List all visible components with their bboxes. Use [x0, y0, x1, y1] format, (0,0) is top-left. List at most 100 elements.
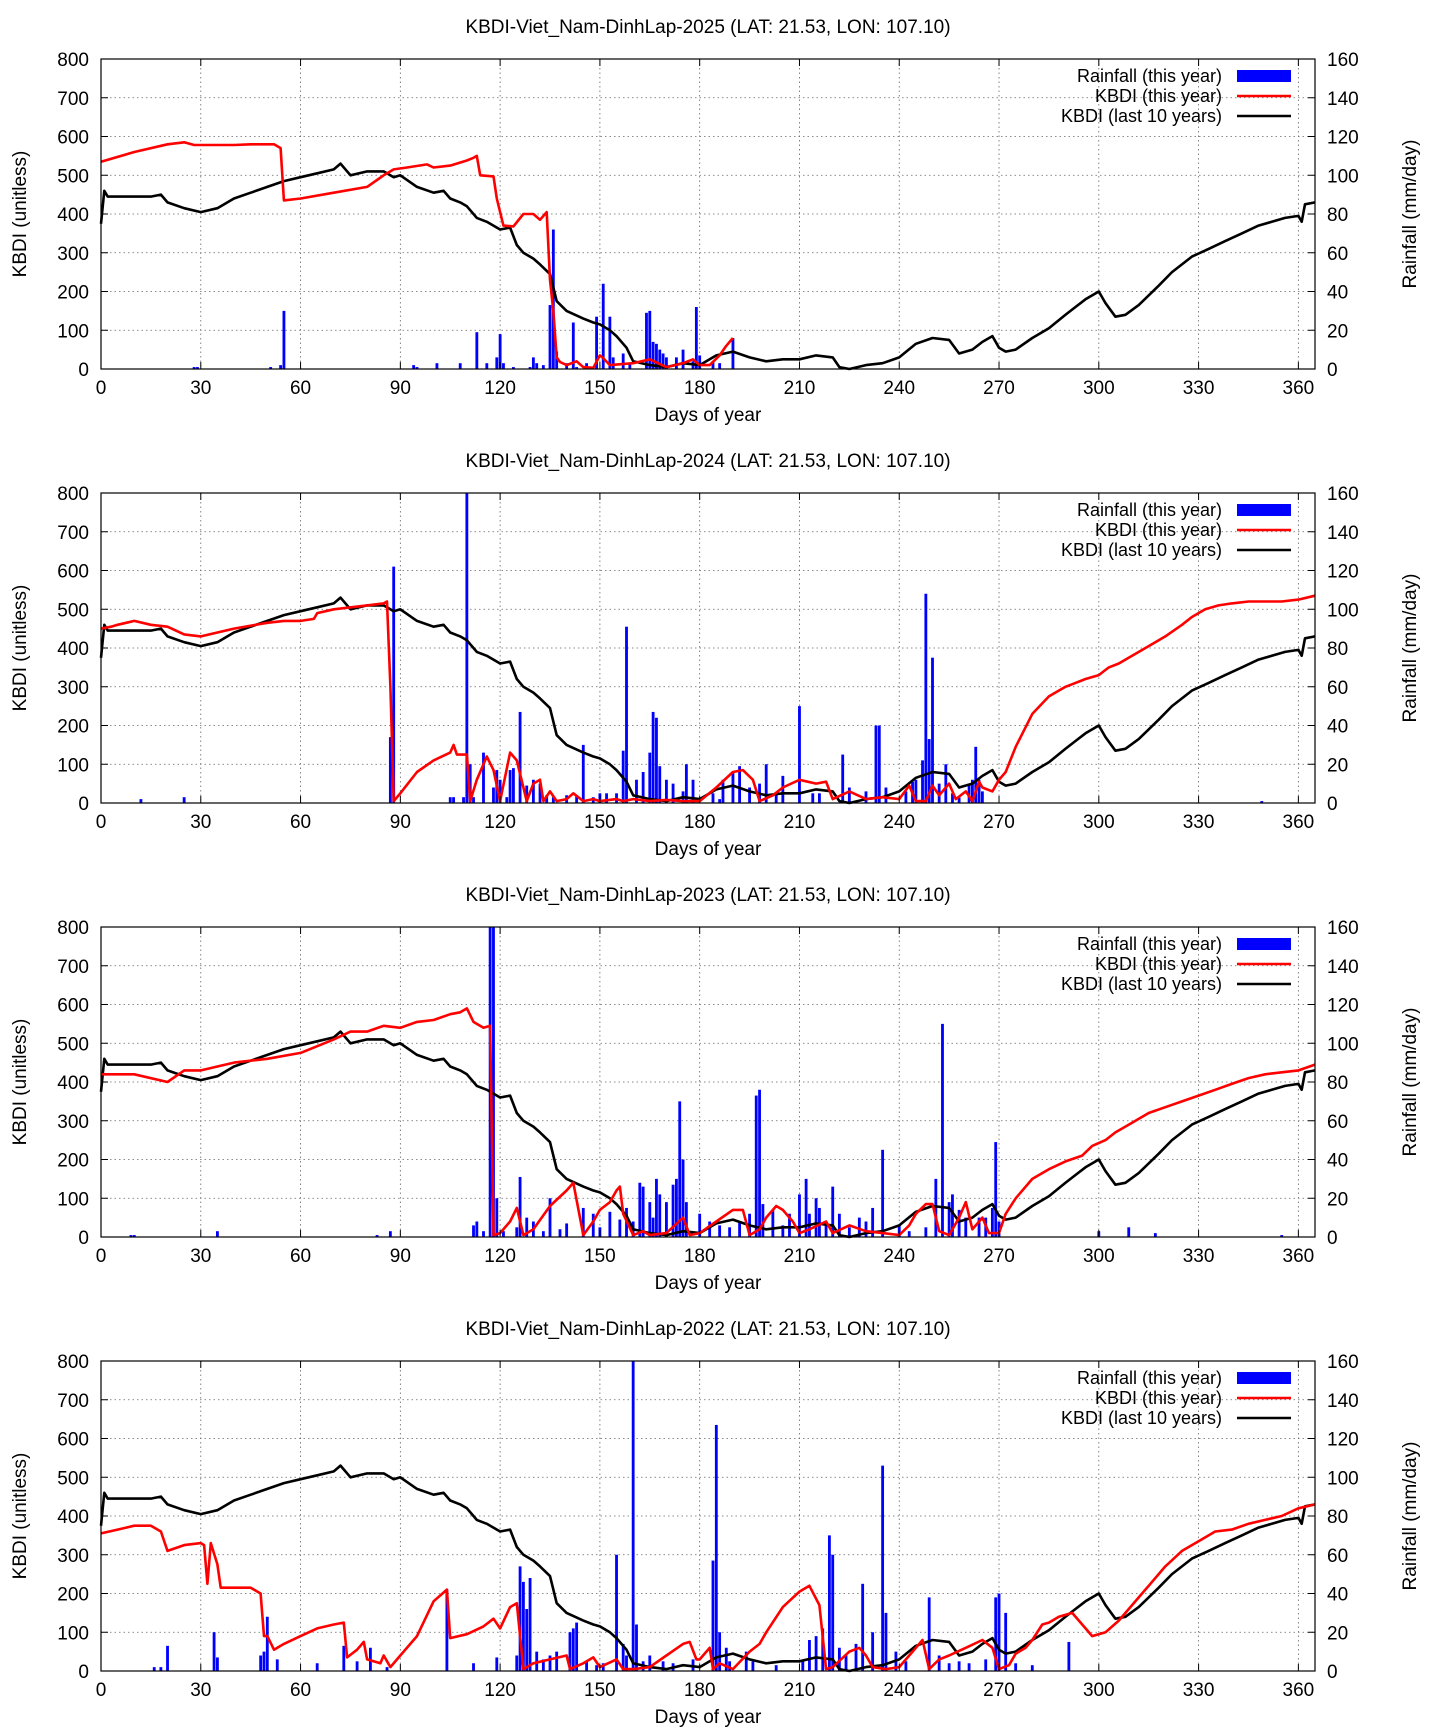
- rain-bar: [957, 797, 961, 803]
- y-tick-label: 500: [57, 166, 89, 187]
- rain-bar: [518, 1176, 522, 1237]
- rain-bar: [458, 363, 462, 369]
- rain-bar: [844, 1655, 848, 1671]
- rain-bar: [415, 367, 419, 369]
- rain-bar: [931, 657, 934, 803]
- rain-bar: [132, 1235, 136, 1237]
- rain-bar: [781, 1225, 785, 1237]
- legend-label: Rainfall (this year): [1077, 66, 1222, 86]
- rain-bar: [665, 357, 668, 369]
- chart-title: KBDI-Viet_Nam-DinhLap-2024 (LAT: 21.53, …: [465, 451, 950, 472]
- rain-bar: [505, 797, 509, 803]
- rain-bar: [924, 593, 928, 803]
- y-tick-label: 700: [57, 89, 89, 110]
- rain-bar: [541, 1659, 545, 1671]
- rain-bar: [691, 779, 695, 803]
- y2-tick-label: 0: [1327, 1228, 1338, 1249]
- rain-bar: [565, 1223, 569, 1237]
- y-tick-label: 200: [57, 717, 89, 738]
- y-tick-label: 400: [57, 639, 89, 660]
- rain-bar: [651, 1217, 655, 1237]
- y2-tick-label: 80: [1327, 1507, 1348, 1528]
- rain-bar: [512, 768, 515, 803]
- rain-bar: [555, 1651, 559, 1671]
- rain-bar: [814, 1636, 818, 1671]
- rain-bar: [748, 787, 751, 803]
- rain-bar: [877, 725, 881, 803]
- x-tick-label: 90: [390, 812, 411, 833]
- rain-bar: [152, 1667, 156, 1671]
- rain-bar: [535, 363, 539, 369]
- rain-bar: [847, 787, 851, 803]
- rain-bar: [824, 1221, 828, 1237]
- rain-bar: [818, 793, 821, 803]
- rain-bar: [515, 1227, 519, 1237]
- rain-bar: [548, 305, 552, 369]
- x-tick-label: 150: [584, 1680, 616, 1701]
- chart-legend: Rainfall (this year)KBDI (this year)KBDI…: [1061, 66, 1291, 126]
- chart-panel-0: KBDI-Viet_Nam-DinhLap-2025 (LAT: 21.53, …: [10, 17, 1421, 426]
- rain-bar: [548, 1655, 552, 1671]
- legend-label: Rainfall (this year): [1077, 934, 1222, 954]
- rain-bar: [871, 1207, 875, 1237]
- rain-bar: [139, 799, 143, 803]
- y-tick-label: 100: [57, 755, 89, 776]
- rain-bar: [711, 1560, 715, 1671]
- y2-axis-label: Rainfall (mm/day): [1400, 1442, 1421, 1591]
- rain-bar: [498, 334, 502, 369]
- rain-bar: [462, 797, 465, 803]
- rain-bar: [655, 343, 658, 369]
- legend-label: KBDI (this year): [1095, 520, 1222, 540]
- rain-bar: [485, 363, 489, 369]
- rain-bar: [658, 1194, 662, 1237]
- x-tick-label: 300: [1083, 378, 1115, 399]
- rain-bar: [502, 363, 505, 369]
- x-tick-label: 360: [1283, 1680, 1315, 1701]
- legend-swatch-rainfall: [1237, 504, 1291, 516]
- rain-bar: [275, 1659, 279, 1671]
- rain-bar: [774, 1665, 778, 1671]
- x-tick-label: 180: [684, 812, 716, 833]
- rain-bar: [947, 1202, 951, 1237]
- rain-bar: [545, 795, 549, 803]
- rain-bar: [521, 1581, 525, 1671]
- rain-bar: [718, 1632, 722, 1671]
- rain-bar: [711, 793, 715, 803]
- rain-bar: [635, 779, 638, 803]
- rain-bar: [951, 793, 954, 803]
- rain-bar: [738, 766, 742, 803]
- x-tick-label: 0: [96, 378, 107, 399]
- rain-bar: [212, 1632, 216, 1671]
- rain-bar: [528, 367, 532, 369]
- y2-tick-label: 0: [1327, 1662, 1338, 1683]
- rain-bar: [571, 322, 575, 369]
- rain-bar: [475, 332, 479, 369]
- rain-bar: [924, 1227, 928, 1237]
- rain-bar: [388, 737, 392, 803]
- rain-bar: [548, 1198, 552, 1237]
- rain-bar: [798, 1194, 801, 1237]
- rain-bar: [621, 1643, 625, 1671]
- rain-bar: [385, 1667, 389, 1671]
- rain-bar: [495, 357, 499, 369]
- x-tick-label: 90: [390, 378, 411, 399]
- legend-label: KBDI (last 10 years): [1061, 1408, 1222, 1428]
- y-tick-label: 600: [57, 128, 89, 149]
- rain-bar: [967, 1663, 971, 1671]
- rain-bar: [525, 1609, 529, 1671]
- y2-axis-label: Rainfall (mm/day): [1400, 1008, 1421, 1157]
- rain-bar: [661, 353, 665, 369]
- rain-bar: [871, 1632, 875, 1671]
- y-axis-label: KBDI (unitless): [10, 151, 31, 278]
- rain-bar: [621, 353, 625, 369]
- y-tick-label: 800: [57, 1352, 89, 1373]
- x-axis-label: Days of year: [655, 839, 762, 860]
- y-tick-label: 700: [57, 957, 89, 978]
- rain-bar: [375, 1235, 379, 1237]
- rain-bar: [482, 1231, 485, 1237]
- y-axis-label: KBDI (unitless): [10, 1019, 31, 1146]
- y-tick-label: 0: [78, 1228, 89, 1249]
- rain-bar: [525, 1217, 529, 1237]
- rain-bar: [798, 706, 801, 803]
